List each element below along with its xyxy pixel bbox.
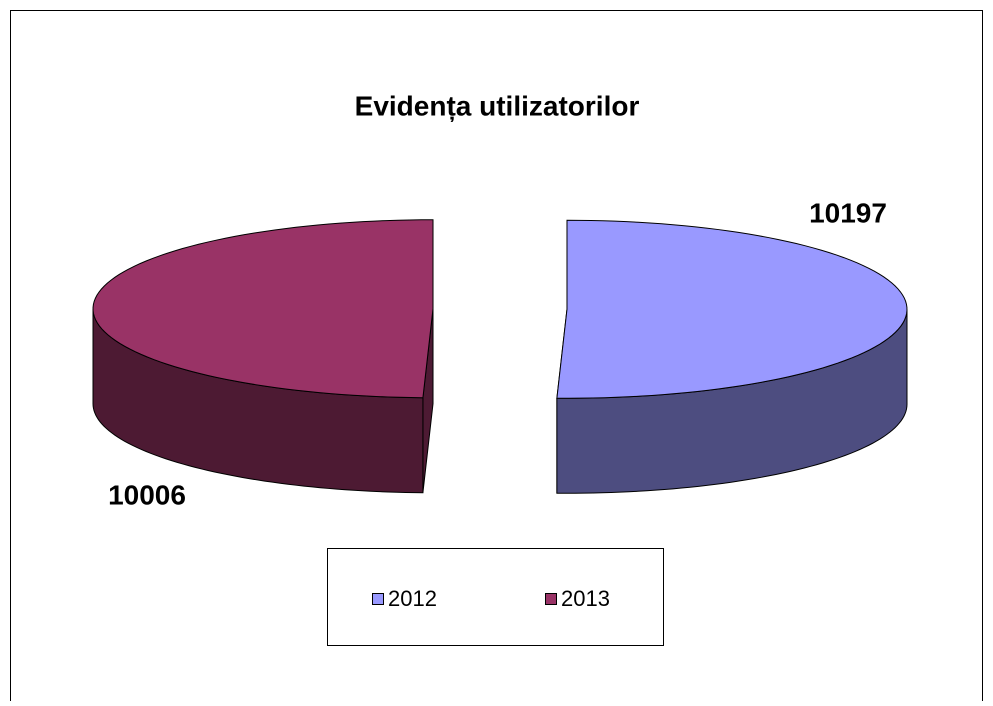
chart-frame <box>10 10 983 701</box>
legend-swatch <box>545 593 557 605</box>
data-label: 10197 <box>809 197 887 228</box>
legend-label: 2012 <box>388 586 437 611</box>
slice <box>92 219 434 399</box>
data-label: 10006 <box>108 479 186 510</box>
chart-title: Evidența utilizatorilor <box>355 90 640 121</box>
legend-swatch <box>372 593 384 605</box>
legend-label: 2013 <box>561 586 610 611</box>
slice <box>556 219 908 399</box>
